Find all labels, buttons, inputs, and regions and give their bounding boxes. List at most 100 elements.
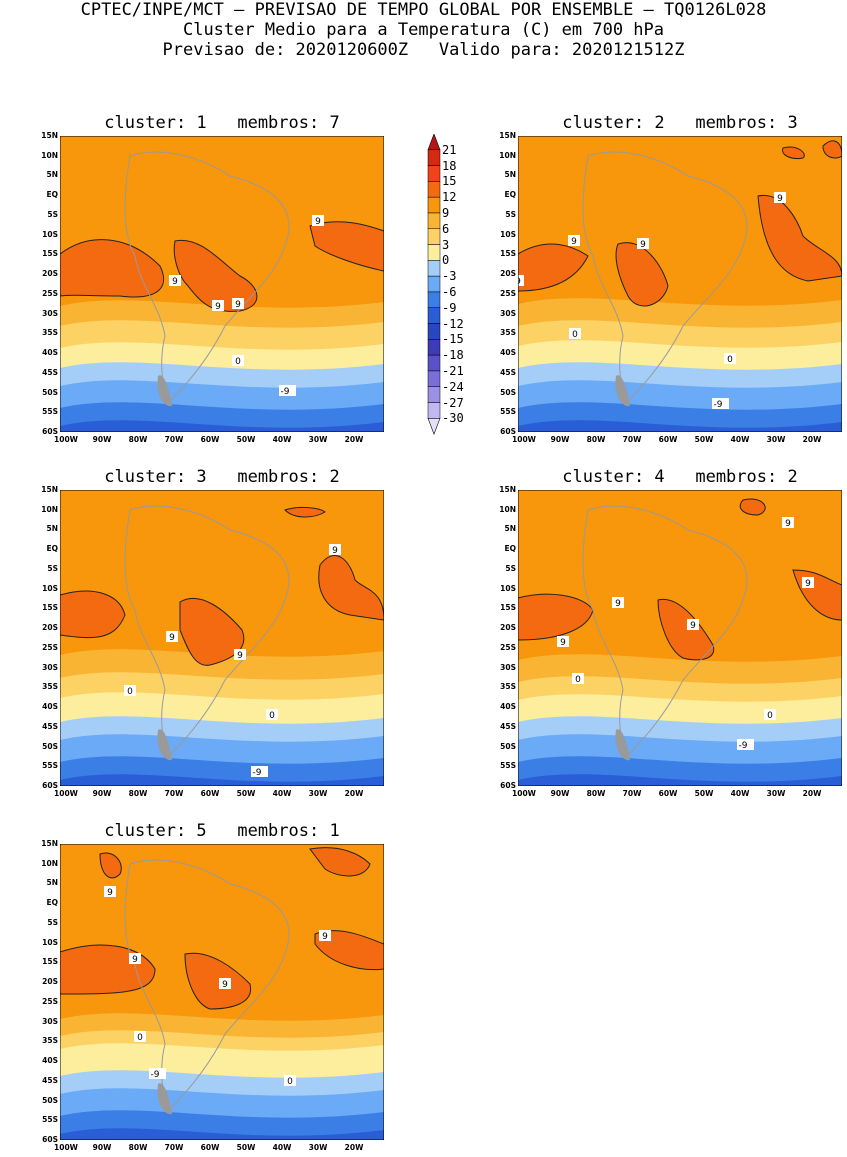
lon-label: 80W (586, 789, 606, 798)
warm-region (757, 195, 842, 282)
contour-label: 0 (134, 1031, 146, 1043)
lat-label: 60S (500, 427, 516, 436)
contour-label: 9 (568, 235, 580, 247)
lat-label: 15S (42, 957, 58, 967)
lat-label: 25S (500, 288, 516, 298)
continent-outline (582, 505, 748, 756)
panel-title: cluster: 1 membros: 7 (104, 113, 340, 133)
cluster-panel-4: cluster: 4 membros: 2 9 9 9 9 9 0 0 -9 15N 10N 5N EQ… (458, 467, 842, 798)
contour-value: 9 (332, 546, 338, 556)
contour-value: 0 (575, 675, 581, 685)
contour-label: 9 (234, 649, 246, 661)
contour-label: 9 (319, 930, 331, 942)
header-line-1: CPTEC/INPE/MCT – PREVISAO DE TEMPO GLOBA… (80, 0, 767, 20)
contour-value: 9 (690, 621, 696, 631)
lon-label: 60W (200, 435, 220, 444)
header-line-3: Previsao de: 2020120600Z Valido para: 20… (162, 40, 685, 60)
contour-value: 0 (727, 355, 733, 365)
warm-region (173, 239, 258, 312)
lat-label: 45S (500, 367, 516, 377)
lon-label: 80W (128, 435, 148, 444)
contour-label: -9 (251, 766, 268, 778)
lat-label: 35S (42, 328, 58, 338)
lon-label: 100W (54, 789, 78, 798)
lat-label: EQ (46, 190, 59, 200)
contour-value: 0 (269, 711, 275, 721)
lon-label: 60W (200, 1143, 220, 1152)
contour-label: 0 (764, 709, 776, 721)
lat-label: 25S (42, 288, 58, 298)
cluster-panel-2: cluster: 2 membros: 3 9 9 9 9 0 0 -9 15N 10N 5N EQ 5… (458, 113, 842, 444)
lon-label: 40W (730, 435, 750, 444)
lon-label: 30W (308, 1143, 328, 1152)
panel-title: cluster: 3 membros: 2 (104, 467, 340, 487)
lon-label: 60W (200, 789, 220, 798)
colorbar-swatch (427, 228, 441, 245)
lat-label: 30S (42, 662, 58, 672)
colorbar-swatch (427, 402, 441, 419)
lon-label: 100W (54, 1143, 78, 1152)
lat-label: 40S (500, 348, 516, 358)
patagonia-land (157, 375, 172, 407)
contour-label: 0 (724, 353, 736, 365)
colorbar-label: -21 (442, 363, 464, 378)
contour-label: -9 (279, 385, 296, 397)
colorbar-label: -24 (442, 379, 464, 394)
contour-value: 9 (237, 651, 243, 661)
lat-label: 10N (41, 504, 58, 514)
colorbar: 21 18 15 12 9 6 3 0 -3 -6 -9 -12 -15 -18 -21 -24 -27 -30 (424, 133, 484, 442)
contour-value: -9 (253, 768, 262, 778)
warm-region (99, 852, 122, 879)
lat-label: 5N (504, 170, 517, 180)
colorbar-swatch (427, 323, 441, 340)
contour-value: -9 (151, 1070, 160, 1080)
contour-value: 9 (777, 194, 783, 204)
contour-value: -9 (281, 387, 290, 397)
patagonia-land (615, 729, 630, 761)
temperature-band (60, 1128, 384, 1140)
warm-region (60, 590, 126, 639)
contour-value: 0 (137, 1033, 143, 1043)
lat-label: 60S (42, 781, 58, 790)
colorbar-swatch (427, 339, 441, 356)
cluster-panel-1: cluster: 1 membros: 7 9 9 9 9 0 -9 15N 10N 5N EQ 5S… (0, 113, 384, 444)
lat-label: 40S (42, 348, 58, 358)
lat-label: 55S (500, 761, 516, 771)
lat-label: 60S (500, 781, 516, 790)
header-line-2: Cluster Medio para a Temperatura (C) em … (182, 20, 665, 40)
colorbar-swatch (427, 370, 441, 387)
patagonia-land (157, 729, 172, 761)
contour-value: 0 (287, 1077, 293, 1087)
lon-label: 30W (308, 789, 328, 798)
contour-label: 9 (212, 300, 224, 312)
lon-label: 100W (512, 789, 536, 798)
lat-label: 35S (500, 682, 516, 692)
contour-label: 9 (169, 275, 181, 287)
contour-label: 9 (232, 298, 244, 310)
colorbar-label: 15 (442, 174, 457, 189)
warm-region (739, 498, 766, 516)
contour-value: 9 (169, 633, 175, 643)
colorbar-swatch (427, 196, 441, 214)
temperature-map: 9 9 9 9 9 0 0 -9 (518, 490, 842, 786)
continent-outline (124, 859, 290, 1110)
lat-label: EQ (46, 544, 59, 554)
warm-region (782, 146, 805, 159)
lat-label: 10N (41, 150, 58, 160)
lon-label: 40W (272, 789, 292, 798)
lat-label: 50S (42, 387, 58, 397)
lat-label: 35S (42, 1036, 58, 1046)
warm-region (284, 506, 326, 518)
contour-label: 0 (232, 355, 244, 367)
lon-label: 100W (512, 435, 536, 444)
panel-title: cluster: 2 membros: 3 (562, 113, 798, 133)
lon-label: 80W (128, 1143, 148, 1152)
continent-outline (124, 151, 290, 402)
lat-label: 30S (500, 662, 516, 672)
contour-label: 0 (124, 685, 136, 697)
colorbar-swatch (427, 181, 441, 198)
colorbar-label: -27 (442, 395, 464, 410)
contour-value: 9 (805, 579, 811, 589)
lat-label: 25S (42, 642, 58, 652)
contour-value: 0 (572, 330, 578, 340)
